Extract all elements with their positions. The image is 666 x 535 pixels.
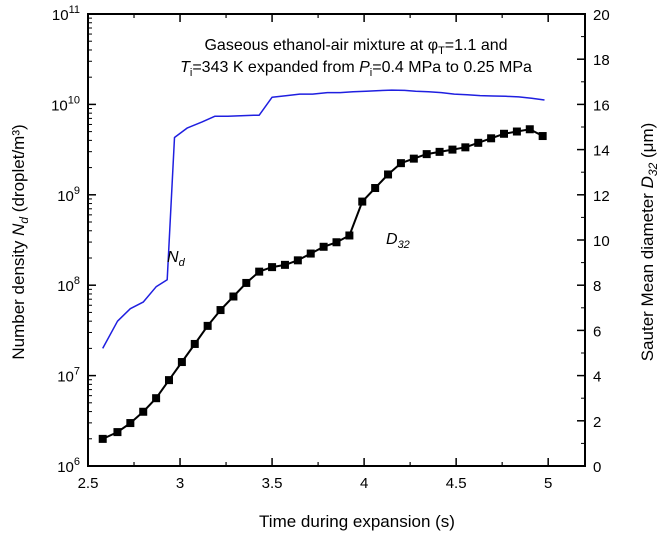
series-point-d32: [152, 394, 161, 403]
series-point-d32: [345, 231, 354, 240]
y-right-tick-label: 0: [593, 459, 601, 476]
series-point-d32: [126, 419, 135, 428]
series-point-d32: [422, 150, 431, 159]
series-point-d32: [190, 339, 199, 348]
y-right-tick-label: 20: [593, 7, 610, 24]
series-label-d32: D32: [386, 231, 410, 251]
y-right-tick-label: 18: [593, 52, 610, 69]
series-point-d32: [448, 145, 457, 154]
y-right-tick-label: 8: [593, 278, 601, 295]
series-line-d32: [102, 128, 544, 440]
y-left-tick-label: 108: [57, 275, 80, 295]
x-tick-label: 4.5: [446, 475, 467, 492]
series-point-d32: [113, 428, 122, 437]
y-left-tick-label: 1010: [51, 94, 80, 114]
x-tick-label: 3.5: [262, 475, 283, 492]
y-right-tick-label: 12: [593, 188, 610, 205]
series-point-d32: [242, 278, 251, 287]
series-point-d32: [358, 197, 367, 206]
series-point-d32: [487, 134, 496, 143]
series-point-d32: [139, 407, 148, 416]
series-point-d32: [293, 256, 302, 265]
y-axis-left-label: Number density Nd (droplet/m³): [9, 124, 31, 359]
series-point-d32: [512, 127, 521, 136]
y-right-tick-label: 16: [593, 97, 610, 114]
series-label-nd: Nd: [167, 249, 186, 269]
series-point-d32: [435, 147, 444, 156]
series-point-d32: [306, 249, 315, 258]
series-point-d32: [216, 306, 225, 315]
series-point-d32: [525, 125, 534, 134]
annotation-line-1: Gaseous ethanol-air mixture at φT=1.1 an…: [204, 37, 507, 57]
series-point-d32: [371, 184, 380, 193]
series-point-d32: [203, 321, 212, 330]
series-point-d32: [384, 170, 393, 179]
y-left-tick-label: 107: [57, 366, 80, 386]
y-left-tick-label: 1011: [52, 4, 80, 24]
annotation-line-2: Ti=343 K expanded from Pi=0.4 MPa to 0.2…: [180, 59, 532, 79]
y-right-tick-label: 2: [593, 414, 601, 431]
y-axis-right-label: Sauter Mean diameter D32 (μm): [638, 123, 660, 362]
y-right-tick-label: 6: [593, 323, 601, 340]
series-line-nd: [102, 89, 545, 349]
x-tick-label: 5: [544, 475, 552, 492]
series-point-d32: [280, 260, 289, 269]
x-tick-label: 4: [360, 475, 368, 492]
series-point-d32: [396, 159, 405, 168]
series-point-d32: [268, 263, 277, 272]
series-point-d32: [98, 434, 107, 443]
series-point-d32: [474, 138, 483, 147]
series-point-d32: [538, 132, 547, 141]
y-right-tick-label: 14: [593, 143, 610, 160]
series-point-d32: [319, 242, 328, 251]
series-point-d32: [255, 267, 264, 276]
y-right-tick-label: 4: [593, 369, 601, 386]
series-point-d32: [461, 143, 470, 152]
series-point-d32: [500, 129, 509, 138]
x-axis-label: Time during expansion (s): [259, 512, 455, 531]
y-left-tick-label: 109: [57, 185, 80, 205]
series-point-d32: [332, 238, 341, 247]
x-tick-label: 2.5: [78, 475, 99, 492]
series-point-d32: [229, 292, 238, 301]
y-right-tick-label: 10: [593, 233, 610, 250]
y-left-tick-label: 106: [57, 456, 80, 476]
series-point-d32: [164, 376, 173, 385]
x-tick-label: 3: [176, 475, 184, 492]
series-point-d32: [409, 154, 418, 163]
series-point-d32: [177, 358, 186, 367]
